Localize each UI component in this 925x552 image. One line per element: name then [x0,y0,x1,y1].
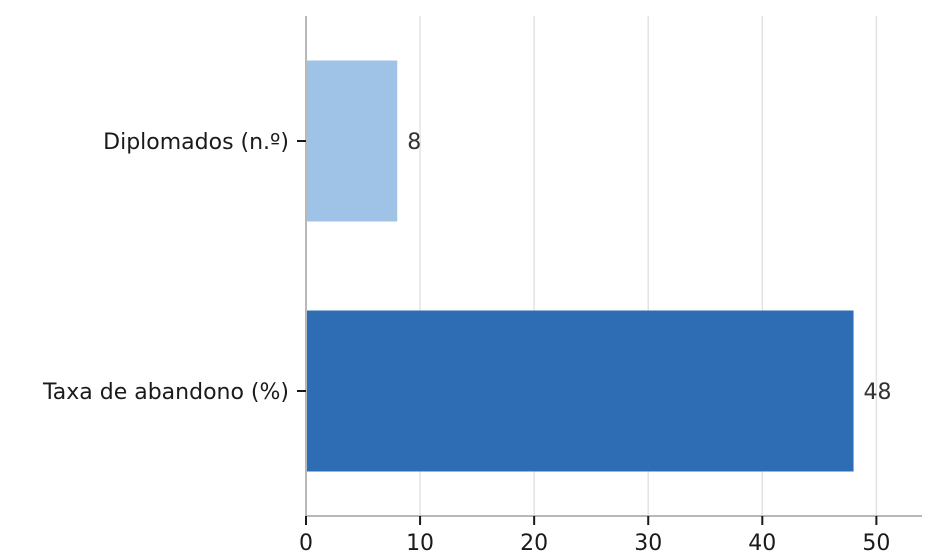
x-tick-label-40: 40 [748,531,776,552]
bars [306,60,854,472]
y-axis-ticks: Diplomados (n.º) Taxa de abandono (%) [42,130,306,405]
value-labels: 8 48 [407,130,891,405]
bar-diplomados-n [306,60,398,222]
category-label-taxa-de-abandono: Taxa de abandono (%) [42,380,289,405]
category-label-diplomados-n: Diplomados (n.º) [103,130,289,155]
x-tick-label-10: 10 [406,531,434,552]
value-label-diplomados-n: 8 [407,130,421,155]
x-tick-label-20: 20 [520,531,548,552]
bar-taxa-de-abandono [306,310,854,472]
value-label-taxa-de-abandono: 48 [864,380,892,405]
x-tick-label-0: 0 [299,531,313,552]
x-tick-label-50: 50 [862,531,890,552]
x-tick-label-30: 30 [634,531,662,552]
x-axis-ticks: 0 10 20 30 40 50 [299,516,890,552]
